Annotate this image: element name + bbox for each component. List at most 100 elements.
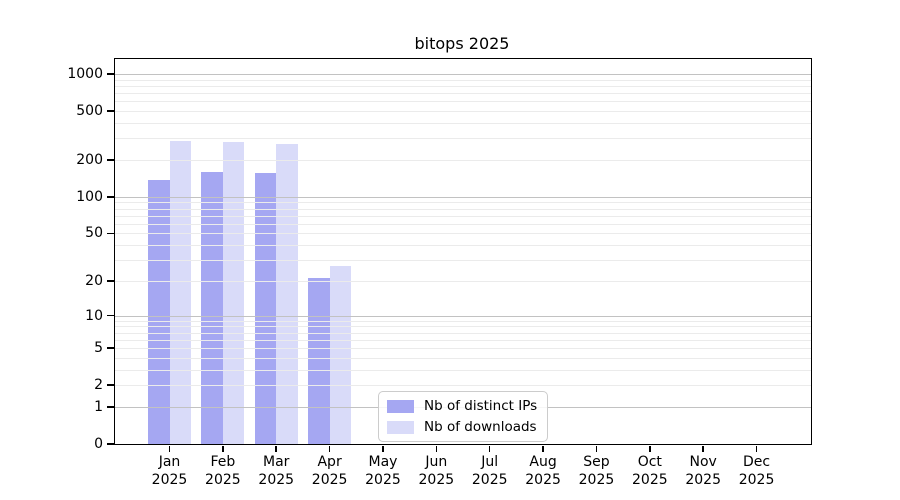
gridline-minor [115, 348, 811, 350]
gridline-minor [115, 369, 811, 371]
x-tick-month: Apr [317, 454, 342, 470]
y-tick-label: 20 [85, 272, 103, 289]
y-tick-mark [106, 196, 114, 198]
legend-item-downloads: Nb of downloads [387, 419, 537, 435]
y-tick-mark [106, 406, 114, 408]
x-tick-year: 2025 [471, 471, 508, 488]
x-tick-month: Feb [210, 454, 236, 470]
x-tick-label-aug: Aug 2025 [511, 454, 575, 489]
gridline-minor [115, 160, 811, 162]
x-tick-year: 2025 [418, 471, 455, 488]
y-tick-label: 10 [85, 307, 103, 324]
y-tick-label: 100 [76, 188, 103, 205]
axis-layer: 0 1 2 5 10 20 50 100 200 500 1000 Jan 2025 Feb 2025 Mar… [67, 59, 811, 487]
legend-item-distinct-ips: Nb of distinct IPs [387, 398, 537, 414]
x-tick-mark [222, 445, 224, 452]
x-tick-label-feb: Feb 2025 [191, 454, 255, 489]
x-tick-year: 2025 [525, 471, 561, 488]
x-tick-year: 2025 [685, 471, 721, 488]
y-tick-mark [106, 443, 114, 445]
gridline-minor [115, 123, 811, 125]
legend: Nb of distinct IPs Nb of downloads [378, 391, 549, 442]
x-tick-mark [649, 445, 651, 452]
y-tick-label: 2 [94, 377, 103, 394]
x-tick-mark [755, 445, 758, 452]
gridline-minor [115, 101, 811, 103]
gridline-minor [115, 138, 811, 140]
gridline-minor [115, 357, 811, 359]
y-tick-label: 5 [94, 340, 103, 357]
x-tick-label-jul: Jul 2025 [458, 454, 522, 489]
x-tick-label-mar: Mar 2025 [244, 454, 308, 489]
gridline-major [115, 196, 811, 198]
gridline-minor [115, 215, 811, 217]
x-tick-month: Aug [529, 454, 557, 470]
x-tick-year: 2025 [632, 471, 668, 488]
x-tick-mark [488, 445, 491, 452]
x-tick-label-apr: Apr 2025 [298, 454, 362, 489]
legend-swatch-downloads [387, 420, 414, 434]
y-tick-mark [106, 280, 114, 282]
y-tick-label: 0 [94, 436, 103, 452]
gridline-minor [115, 85, 811, 87]
gridline-minor [115, 245, 811, 247]
y-tick-label: 200 [76, 152, 103, 169]
x-tick-mark [702, 445, 704, 452]
x-tick-month: Jun [425, 454, 448, 470]
y-tick-label: 1 [94, 398, 103, 415]
y-tick-mark [106, 110, 114, 112]
y-tick-mark [106, 73, 114, 75]
gridline-minor [115, 339, 811, 341]
x-tick-year: 2025 [258, 471, 295, 488]
x-tick-year: 2025 [738, 471, 775, 488]
legend-label-downloads: Nb of downloads [424, 419, 537, 435]
y-tick-mark [106, 159, 114, 161]
x-tick-month: Nov [689, 454, 717, 470]
x-tick-label-nov: Nov 2025 [671, 454, 735, 489]
gridline-minor [115, 208, 811, 210]
gridline-minor [115, 320, 811, 322]
bars-layer [115, 59, 811, 444]
gridline-minor [115, 79, 811, 81]
y-tick-mark [106, 232, 114, 235]
gridline-major [115, 74, 811, 76]
x-tick-year: 2025 [578, 471, 615, 488]
x-tick-mark [595, 445, 598, 452]
x-tick-mark [435, 445, 438, 452]
x-tick-year: 2025 [205, 471, 241, 488]
chart-title: bitops 2025 [414, 34, 510, 53]
bar-distinct-ips-mar [254, 173, 277, 444]
x-tick-month: Oct [637, 454, 662, 470]
y-tick-mark [106, 347, 114, 349]
y-tick-label: 500 [76, 103, 103, 120]
gridline-minor [115, 260, 811, 262]
x-tick-mark [542, 445, 544, 452]
x-tick-month: Mar [263, 454, 290, 470]
y-tick-label: 1000 [67, 66, 103, 83]
legend-label-distinct-ips: Nb of distinct IPs [424, 398, 538, 414]
gridline-minor [115, 111, 811, 113]
x-tick-label-oct: Oct 2025 [618, 454, 682, 489]
plot-area: 0 1 2 5 10 20 50 100 200 500 1000 Jan 2025 Feb 2025 Mar… [67, 58, 812, 488]
x-tick-mark [168, 445, 171, 452]
gridline-minor [115, 385, 811, 387]
x-tick-month: Jan [158, 454, 181, 470]
x-tick-label-sep: Sep 2025 [564, 454, 628, 489]
bar-downloads-apr [329, 265, 352, 444]
legend-swatch-distinct-ips [387, 399, 414, 413]
x-tick-label-jun: Jun 2025 [404, 454, 468, 489]
gridline-minor [115, 280, 811, 282]
gridline-minor [115, 202, 811, 204]
x-tick-month: Sep [583, 454, 610, 470]
x-tick-month: Jul [481, 454, 499, 470]
x-tick-mark [328, 445, 331, 452]
gridline-major [115, 315, 811, 317]
gridline-minor [115, 332, 811, 334]
x-tick-year: 2025 [365, 471, 401, 488]
gridline-minor [115, 223, 811, 225]
gridline-minor [115, 326, 811, 328]
x-tick-mark [382, 445, 384, 452]
bar-downloads-mar [276, 144, 298, 444]
x-tick-year: 2025 [151, 471, 188, 488]
x-tick-label-dec: Dec 2025 [725, 454, 789, 489]
